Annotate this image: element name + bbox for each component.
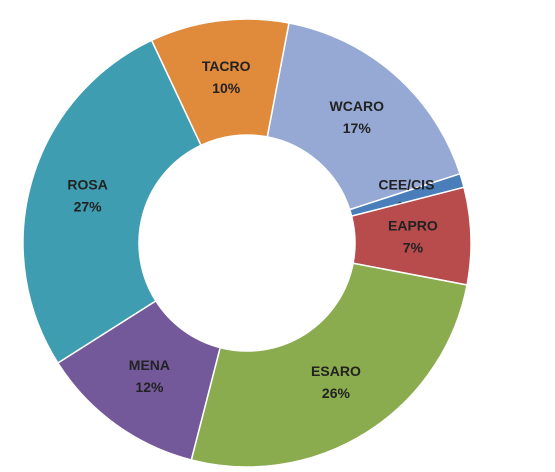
slice-value-label: 26% xyxy=(322,385,351,401)
donut-slice xyxy=(150,18,290,147)
donut-slice xyxy=(190,262,468,468)
slice-value-label: 10% xyxy=(212,80,241,96)
donut-slice xyxy=(22,39,203,365)
slice-label: MENA xyxy=(129,357,170,373)
slice-label: TACRO xyxy=(202,58,251,74)
slice-value-label: 7% xyxy=(403,239,424,255)
slice-label: ESARO xyxy=(311,363,361,379)
slice-label: EAPRO xyxy=(388,217,438,233)
slice-label: CEE/CIS xyxy=(378,176,434,192)
slice-value-label: 17% xyxy=(343,120,372,136)
slice-value-label: 12% xyxy=(135,379,164,395)
slice-label: WCARO xyxy=(330,98,385,114)
slice-value-label: 27% xyxy=(74,198,103,214)
slice-label: ROSA xyxy=(67,176,107,192)
donut-slice xyxy=(266,22,461,211)
